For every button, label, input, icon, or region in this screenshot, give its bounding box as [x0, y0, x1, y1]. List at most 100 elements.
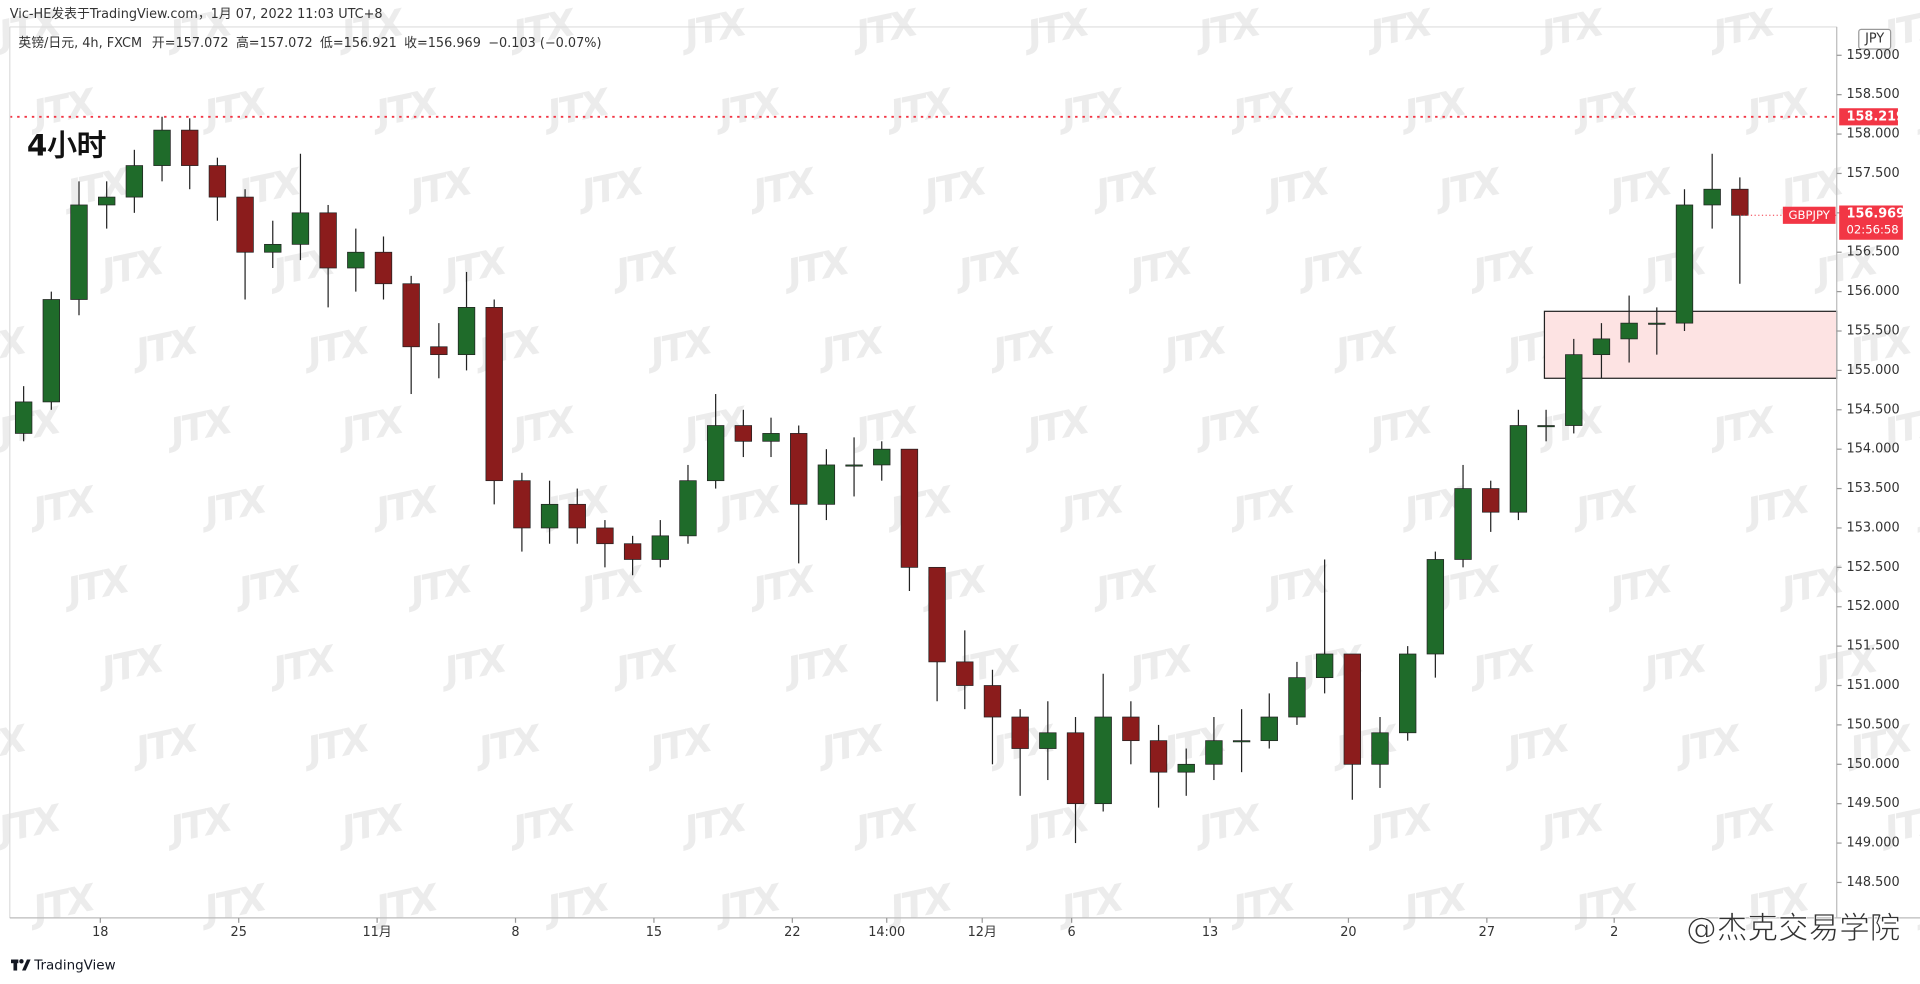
- y-tick-label: 153.500: [1847, 481, 1900, 496]
- candle-body: [1399, 653, 1417, 734]
- x-tick-label: 11月: [363, 925, 392, 940]
- x-tick-label: 13: [1202, 925, 1218, 940]
- candle-body: [1482, 488, 1500, 513]
- chart-title: 4小时: [27, 128, 106, 162]
- logo-part: [13, 959, 18, 971]
- candle-body: [1122, 716, 1140, 742]
- candle-body: [873, 448, 891, 466]
- x-tick-label: 6: [1068, 925, 1076, 940]
- y-tick-label: 152.000: [1847, 599, 1900, 614]
- y-tick-label: 155.500: [1847, 324, 1900, 339]
- candle-body: [790, 433, 808, 505]
- y-tick-label: 151.000: [1847, 678, 1900, 693]
- y-tick-label: 152.500: [1847, 560, 1900, 575]
- candle-body: [319, 212, 337, 269]
- candle-body: [1371, 732, 1389, 765]
- x-tick-label: 18: [92, 925, 108, 940]
- y-tick-label: 154.500: [1847, 402, 1900, 417]
- y-tick-label: 151.500: [1847, 639, 1900, 654]
- logo-part: [22, 959, 31, 971]
- y-tick-label: 149.000: [1847, 836, 1900, 851]
- candle-body: [679, 480, 697, 537]
- candle-body: [236, 196, 254, 253]
- candle-body: [1011, 716, 1029, 749]
- candle-body: [1066, 732, 1085, 805]
- logo-part: [19, 959, 24, 964]
- candle-body: [513, 480, 531, 529]
- countdown: 02:56:58: [1847, 222, 1899, 236]
- candle-body: [817, 464, 836, 505]
- symbol-header: 英镑/日元, 4h, FXCM 开=157.072 高=157.072 低=156.9…: [18, 34, 601, 50]
- y-tick-label: 158.000: [1847, 127, 1900, 142]
- candle-body: [125, 165, 144, 198]
- candle-body: [623, 543, 642, 560]
- candle-body: [706, 425, 725, 482]
- candle-body: [1565, 354, 1583, 426]
- candle-body: [1260, 716, 1278, 742]
- candle-body: [900, 448, 919, 568]
- candle-body: [153, 129, 171, 166]
- close-value: 156.969: [428, 35, 481, 50]
- y-tick-label: 156.500: [1847, 245, 1900, 260]
- candle-body: [1177, 763, 1195, 773]
- candle-body: [1205, 740, 1223, 765]
- y-tick-label: 159.000: [1847, 48, 1900, 63]
- ticker-tag: [1782, 206, 1836, 224]
- x-tick-label: 8: [511, 925, 519, 940]
- candle-body: [1731, 188, 1749, 216]
- brand-logo: [11, 959, 31, 971]
- y-tick-label: 158.500: [1847, 87, 1900, 102]
- x-tick-label: 12月: [968, 925, 997, 940]
- candle-body: [1675, 204, 1694, 324]
- candle-body: [457, 307, 476, 356]
- y-tick-label: 149.500: [1847, 796, 1900, 811]
- candle-body: [1537, 425, 1555, 428]
- y-tick-label: 150.500: [1847, 717, 1900, 732]
- y-tick-label: 156.000: [1847, 284, 1900, 299]
- y-tick-label: 157.500: [1847, 166, 1900, 181]
- candle-body: [1315, 653, 1334, 679]
- low-value: 156.921: [344, 35, 397, 50]
- last-price: 156.969: [1847, 207, 1906, 222]
- x-tick-label: 22: [784, 925, 800, 940]
- candle-body: [1703, 188, 1721, 206]
- candle-body: [1288, 677, 1306, 718]
- currency-box: [1858, 28, 1892, 50]
- level-label: 158.219: [1847, 109, 1906, 124]
- x-tick-label: 27: [1479, 925, 1495, 940]
- last-price-box: [1839, 205, 1903, 240]
- x-tick-label: 15: [646, 925, 662, 940]
- brand: TradingView: [33, 959, 115, 974]
- x-tick-label: 20: [1340, 925, 1356, 940]
- candle-body: [1149, 740, 1168, 773]
- x-tick-label: 2: [1610, 925, 1618, 940]
- close-label: 收=: [404, 35, 428, 50]
- candle-body: [291, 212, 310, 245]
- publisher: Vic-HE发表于TradingView.com，1月 07, 2022 11:…: [10, 6, 383, 22]
- candle-body: [568, 503, 586, 529]
- candle-body: [347, 251, 365, 269]
- change: −0.103 (−0.07%): [488, 35, 601, 50]
- candle-body: [98, 196, 116, 206]
- x-tick-label: 14:00: [868, 925, 905, 940]
- candle-body: [762, 433, 780, 442]
- candle-body: [1620, 322, 1638, 340]
- y-tick-label: 154.000: [1847, 442, 1900, 457]
- candle-body: [70, 204, 88, 300]
- candle-body: [485, 307, 503, 482]
- symbol: 英镑/日元, 4h, FXCM: [18, 34, 142, 50]
- high-value: 157.072: [260, 35, 313, 50]
- level-label-box: [1839, 108, 1898, 126]
- candle-body: [928, 566, 946, 663]
- candle-body: [1426, 559, 1445, 655]
- candle-body: [208, 165, 227, 198]
- candle-body: [1343, 653, 1361, 765]
- candle-body: [181, 129, 199, 166]
- candle-body: [14, 401, 33, 434]
- candle-body: [374, 251, 393, 285]
- candle-body: [983, 685, 1002, 718]
- candle-body: [1592, 338, 1611, 356]
